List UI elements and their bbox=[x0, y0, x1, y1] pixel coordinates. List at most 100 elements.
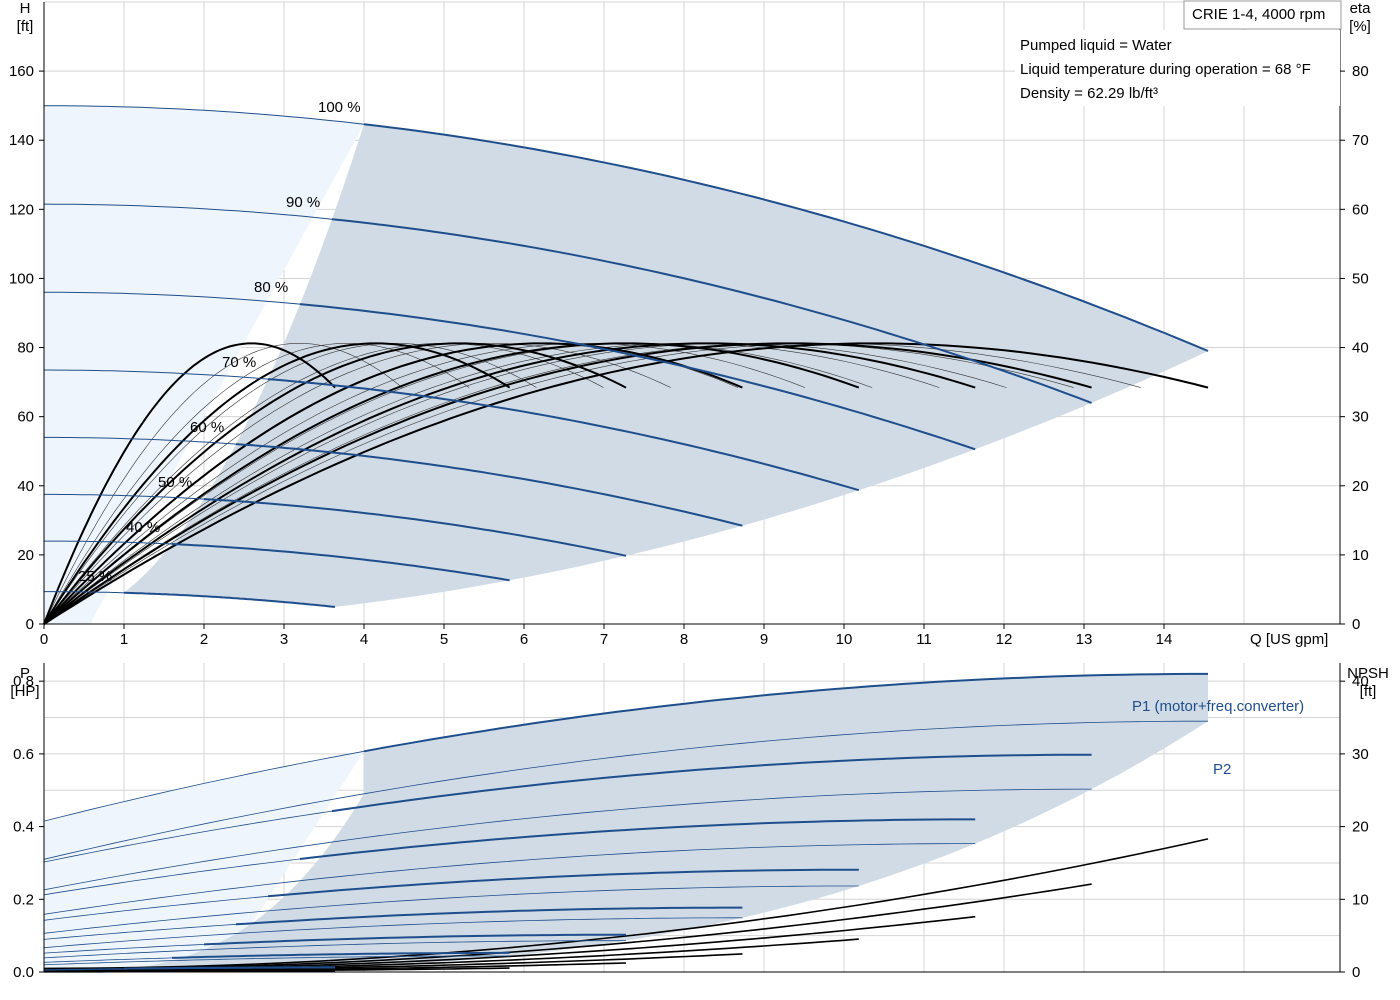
operating-area bbox=[124, 124, 1208, 607]
y-tick-label: 40 bbox=[17, 478, 34, 495]
p1-curve-low-flow bbox=[43, 750, 365, 822]
eta-tick-label: 0 bbox=[1352, 616, 1360, 633]
speed-label: 60 % bbox=[190, 419, 224, 436]
npsh-tick-label: 40 bbox=[1352, 673, 1369, 690]
head-curve-low-flow bbox=[44, 105, 365, 125]
p2-curve bbox=[44, 967, 335, 971]
x-tick-label: 3 bbox=[280, 631, 288, 648]
speed-label: 90 % bbox=[286, 194, 320, 211]
efficiency-curve-thin bbox=[43, 343, 470, 625]
speed-label: 100 % bbox=[318, 99, 361, 116]
y-tick-label: 100 bbox=[9, 270, 34, 287]
head-chart-axes: 0 1 2 3 4 5 6 7 8 9 10 11 12 13 1402040608010012014016… bbox=[9, 2, 1369, 648]
npsh-tick-label: 10 bbox=[1352, 891, 1369, 908]
note-pumped-liquid: Pumped liquid = Water bbox=[1020, 37, 1172, 54]
p2-series-label: P2 bbox=[1213, 761, 1231, 778]
p1-curve bbox=[299, 818, 976, 860]
p2-curve bbox=[43, 885, 859, 934]
efficiency-curve-thin bbox=[43, 343, 604, 625]
p2-curve bbox=[43, 788, 1092, 891]
p1-curve-low-flow bbox=[43, 923, 237, 940]
head-curve bbox=[267, 378, 860, 492]
head-curve-low-flow bbox=[44, 493, 205, 500]
power-axis-title: P bbox=[20, 665, 30, 682]
speed-label: 70 % bbox=[222, 354, 256, 371]
efficiency-axis-title: eta bbox=[1350, 0, 1372, 17]
npsh-axis-unit: [ft] bbox=[1360, 683, 1377, 700]
efficiency-curve-thin bbox=[43, 343, 403, 625]
head-curve bbox=[123, 591, 336, 608]
head-curve-low-flow bbox=[44, 436, 237, 445]
p2-curve bbox=[43, 917, 743, 949]
head-curve bbox=[235, 443, 743, 527]
x-tick-label: 10 bbox=[836, 631, 853, 648]
low-flow-region bbox=[44, 105, 364, 624]
p2-curve bbox=[43, 940, 627, 959]
power-chart-curves bbox=[43, 672, 1209, 973]
p1-curve-low-flow bbox=[43, 810, 333, 863]
npsh-axis-title: NPSH bbox=[1347, 665, 1389, 682]
p1-curve-low-flow bbox=[44, 968, 124, 970]
efficiency-curve bbox=[43, 342, 627, 625]
x-tick-label: 1 bbox=[120, 631, 128, 648]
eta-tick-label: 70 bbox=[1352, 132, 1369, 149]
operating-area bbox=[124, 673, 1208, 970]
x-tick-label: 4 bbox=[360, 631, 368, 648]
note-liquid-temperature: Liquid temperature during operation = 68… bbox=[1020, 61, 1311, 78]
eta-tick-label: 60 bbox=[1352, 201, 1369, 218]
p1-curve bbox=[171, 951, 510, 959]
head-curve-low-flow bbox=[43, 203, 333, 220]
head-axis-unit: [ft] bbox=[17, 18, 34, 35]
y-tick-label: 60 bbox=[17, 409, 34, 426]
speed-label: 40 % bbox=[126, 519, 160, 536]
speed-label: 80 % bbox=[254, 279, 288, 296]
y-tick-label: 80 bbox=[17, 340, 34, 357]
efficiency-curve-thin bbox=[43, 343, 1074, 625]
eta-tick-label: 80 bbox=[1352, 63, 1369, 80]
p1-curve-low-flow bbox=[43, 944, 205, 954]
efficiency-curve bbox=[43, 342, 336, 625]
efficiency-curve-thin bbox=[43, 343, 1007, 625]
p1-curve bbox=[363, 672, 1208, 753]
x-tick-label: 8 bbox=[680, 631, 688, 648]
efficiency-curve bbox=[43, 342, 1092, 625]
y-tick-label: 160 bbox=[9, 63, 34, 80]
p1-curve bbox=[267, 868, 859, 898]
head-axis-title: H bbox=[20, 0, 31, 17]
head-curve-low-flow bbox=[44, 369, 269, 380]
npsh-tick-label: 0 bbox=[1352, 964, 1360, 981]
p-tick-label: 0.2 bbox=[13, 891, 34, 908]
head-chart-curves: 100 % 90 % 80 % 70 % 60 % 50 % 40 % 25 % bbox=[43, 99, 1209, 625]
head-curve bbox=[299, 303, 976, 451]
x-tick-label: 13 bbox=[1076, 631, 1093, 648]
y-tick-label: 140 bbox=[9, 132, 34, 149]
p1-series-label: P1 (motor+freq.converter) bbox=[1132, 698, 1304, 715]
speed-label: 25 % bbox=[78, 568, 112, 585]
x-tick-label: 7 bbox=[600, 631, 608, 648]
head-curve-low-flow bbox=[44, 540, 173, 545]
head-curve-low-flow bbox=[44, 591, 125, 594]
efficiency-curve-thin bbox=[43, 343, 940, 625]
eta-tick-label: 40 bbox=[1352, 340, 1369, 357]
x-tick-label: 9 bbox=[760, 631, 768, 648]
efficiency-curve-thin bbox=[43, 343, 671, 625]
efficiency-curve bbox=[43, 342, 743, 625]
p-tick-label: 0.0 bbox=[13, 964, 34, 981]
p1-curve bbox=[203, 933, 626, 946]
efficiency-curve bbox=[43, 342, 1209, 625]
power-chart-axes: 0.0 0.2 0.4 0.6 0.8 0 10 20 30 40 bbox=[13, 663, 1369, 981]
x-tick-label: 6 bbox=[520, 631, 528, 648]
p2-curve bbox=[43, 720, 1208, 860]
p2-curve bbox=[43, 955, 510, 966]
notes-background bbox=[1015, 30, 1340, 106]
efficiency-curve bbox=[43, 342, 860, 625]
p-tick-label: 0.4 bbox=[13, 819, 34, 836]
x-tick-label: 11 bbox=[916, 631, 932, 648]
flow-axis-title: Q [US gpm] bbox=[1250, 631, 1328, 648]
p-tick-label: 0.8 bbox=[13, 673, 34, 690]
npsh-tick-label: 30 bbox=[1352, 746, 1369, 763]
head-chart-operating-area bbox=[44, 105, 1208, 624]
x-tick-label: 5 bbox=[440, 631, 448, 648]
efficiency-curve bbox=[43, 342, 976, 625]
